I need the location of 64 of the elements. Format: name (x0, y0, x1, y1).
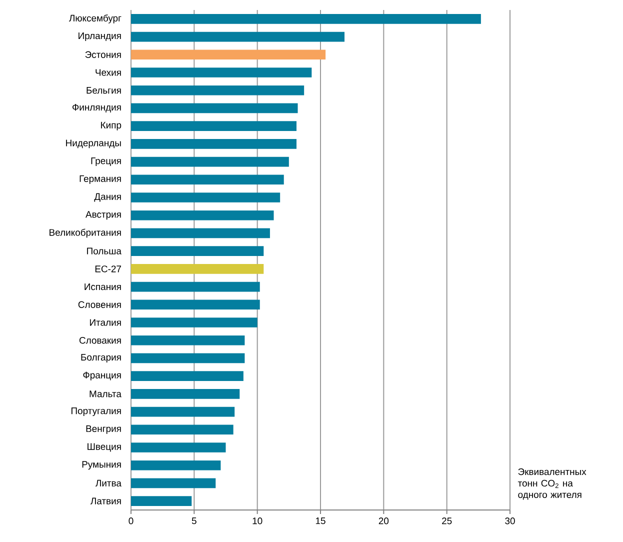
y-tick-label: Швеция (88, 443, 121, 452)
bar (131, 389, 240, 399)
bar (131, 228, 270, 238)
bar (131, 264, 264, 274)
bar (131, 353, 245, 364)
bar (131, 371, 244, 381)
y-tick-label: Румыния (82, 461, 121, 470)
bar (131, 156, 289, 167)
y-tick-label: Бельгия (86, 87, 121, 94)
y-tick-label: Великобритания (50, 228, 121, 238)
y-tick-label: Чехия (96, 69, 121, 76)
bar (131, 139, 296, 149)
bar (131, 478, 216, 488)
bar (131, 442, 226, 452)
bar (131, 103, 298, 114)
bar (131, 318, 258, 328)
y-tick-label: Португалия (72, 408, 121, 416)
bar (131, 335, 245, 346)
bar (131, 68, 312, 78)
y-tick-label: Франция (83, 372, 121, 380)
x-tick-label: 20 (378, 518, 389, 524)
bar (131, 50, 326, 60)
bar (131, 406, 235, 417)
x-axis-title: Эквивалентных тонн CO$_{2}$ на одного жителя (518, 468, 586, 500)
y-tick-label: Мальта (90, 390, 122, 398)
y-tick-label: Финляндия (72, 104, 121, 112)
y-tick-label: Люксембург (69, 14, 122, 24)
bar (131, 121, 296, 131)
y-tick-label: Латвия (90, 498, 121, 504)
bar (131, 460, 221, 470)
x-tick-label: 10 (252, 518, 262, 524)
bar (131, 174, 284, 185)
x-tick-label: 25 (442, 518, 452, 524)
bar (131, 14, 481, 24)
bar (131, 300, 260, 310)
x-tick-label: 0 (128, 518, 134, 524)
bar (131, 210, 274, 220)
y-tick-label: Венгрия (86, 425, 121, 434)
y-tick-label: Польша (87, 248, 122, 254)
y-tick-label: Кипр (101, 122, 122, 130)
bar (131, 424, 234, 435)
x-tick-label: 5 (192, 518, 196, 524)
y-tick-label: Эстония (85, 51, 121, 58)
y-tick-label: Ирландия (78, 32, 121, 42)
y-tick-label: Нидерланды (66, 140, 121, 148)
y-tick-label: Германия (80, 175, 121, 184)
y-tick-label: Литва (96, 480, 122, 487)
y-tick-label: Словения (78, 301, 121, 308)
y-tick-label: Дания (94, 193, 121, 202)
bar (131, 282, 260, 292)
bar (131, 496, 192, 506)
x-tick-label: 30 (505, 518, 515, 524)
y-tick-label: ЕС-27 (95, 266, 122, 272)
bar (131, 85, 304, 96)
y-tick-label: Австрия (86, 211, 121, 220)
y-tick-label: Италия (90, 319, 121, 326)
bar (131, 32, 345, 42)
y-tick-label: Испания (84, 283, 121, 290)
bar (131, 246, 264, 256)
y-tick-label: Греция (91, 158, 121, 166)
bar (131, 192, 280, 202)
x-tick-label: 15 (316, 518, 326, 524)
y-tick-label: Болгария (81, 354, 121, 362)
y-tick-label: Словакия (80, 337, 121, 344)
